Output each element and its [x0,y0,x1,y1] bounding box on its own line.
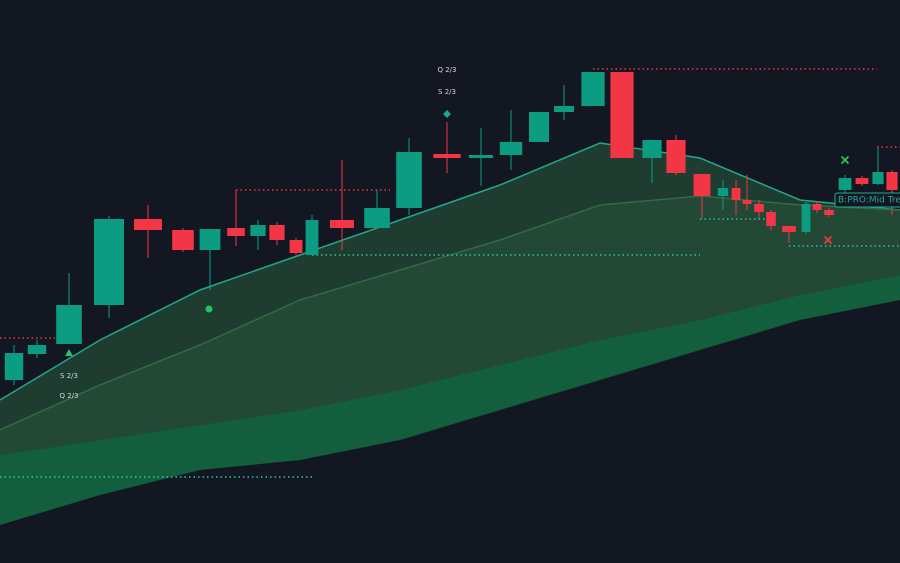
candle-body [782,226,796,232]
band-middle [0,196,900,455]
candle-body [94,219,124,305]
candle-body [754,204,764,212]
candle-body [717,188,729,196]
candle-body [872,172,884,184]
candle-body [134,219,162,230]
candle-body [581,72,605,106]
marker [65,349,73,356]
candle-body [824,210,834,215]
candle-body [27,345,47,354]
candle-body [330,220,354,228]
tag-box [834,192,900,208]
candle-body [56,305,82,344]
candle-body [499,142,523,155]
candle-body [855,178,869,184]
candle-body [199,229,221,250]
candle-body [838,178,852,190]
candle-body [469,155,493,158]
candle-body [742,200,752,204]
band-lower [0,275,900,525]
marker [823,235,833,245]
candle-body [801,204,811,232]
marker [205,305,213,313]
candle-body [529,112,549,142]
candle-body [766,212,776,226]
candle-body [172,230,194,250]
marker [443,110,451,118]
candle-body [269,225,285,240]
candle-body [305,220,319,255]
candle-body [364,208,390,228]
annotation: Q 2/3 [437,66,456,74]
candle-body [610,72,634,158]
candle-body [642,140,662,158]
candle-body [4,353,24,380]
candle-body [227,228,245,236]
marker [840,155,850,165]
candle-body [731,188,741,200]
candle-body [812,204,822,210]
candle-body [250,225,266,236]
candle-body [693,174,711,196]
annotation: S 2/3 [60,372,78,380]
candle-body [433,154,461,158]
annotation: S 2/3 [438,88,456,96]
candle-body [554,106,574,112]
candle-body [886,172,898,190]
candle-body [666,140,686,173]
annotation: Q 2/3 [59,392,78,400]
candle-body [289,240,303,253]
tag-label: B:PRO:Mid Tre [838,196,900,206]
candle-body [396,152,422,208]
band-line [0,142,900,401]
